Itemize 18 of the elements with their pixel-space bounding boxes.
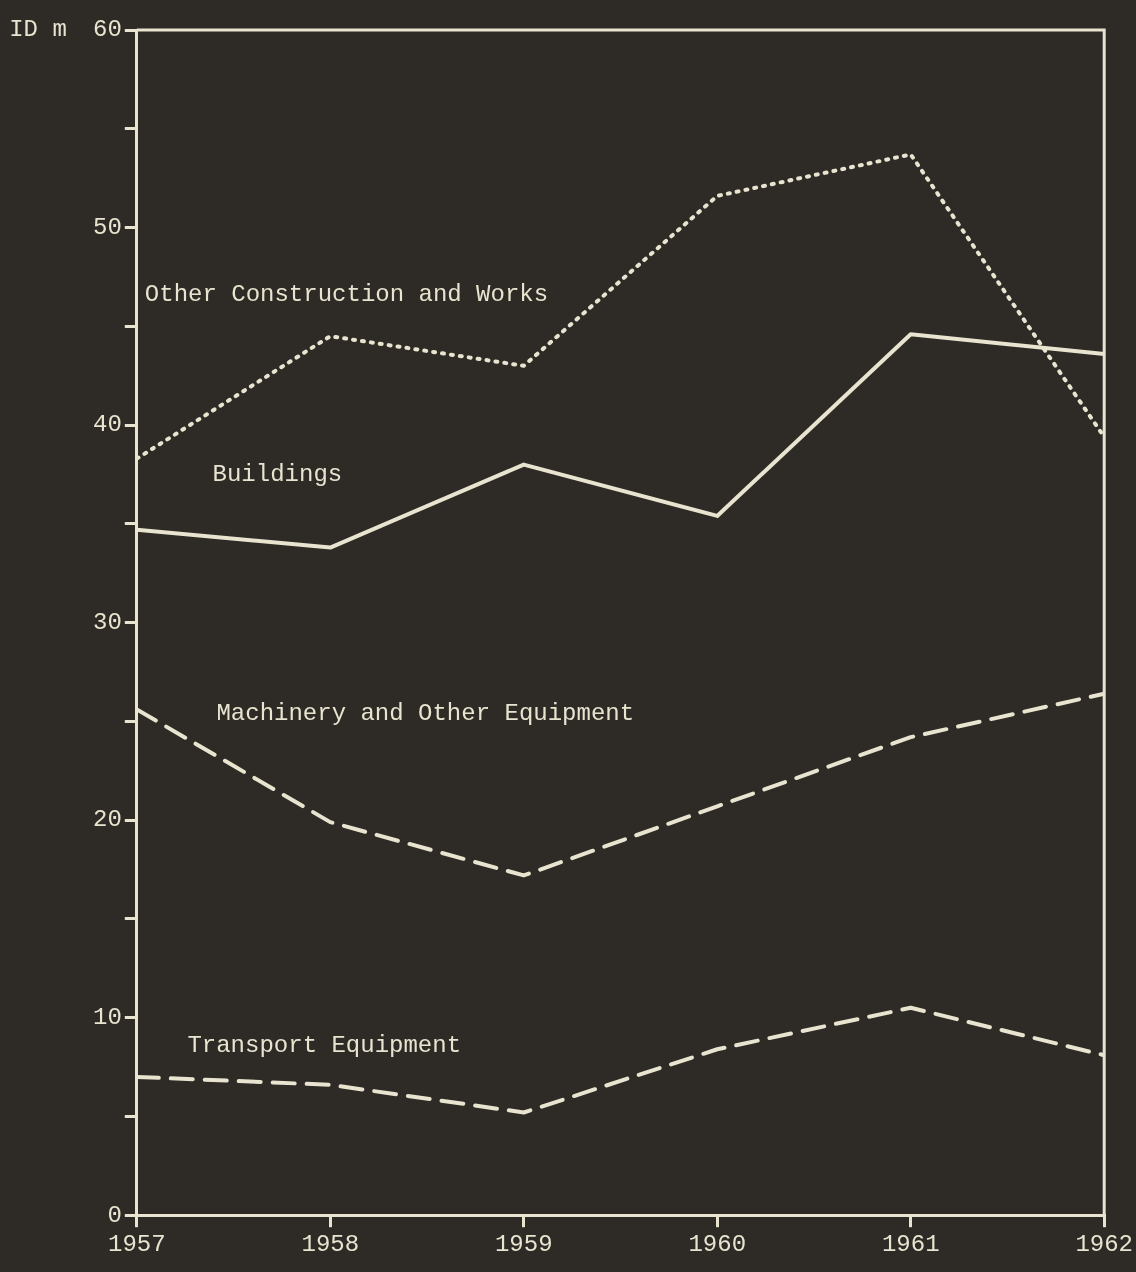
text: Buildings — [212, 460, 343, 488]
series-label: Machinery and Other Equipment — [216, 699, 635, 727]
y-tick-label: 40 — [92, 411, 122, 439]
y-axis-title: ID m — [9, 16, 67, 44]
x-tick-label: 1959 — [494, 1230, 553, 1258]
x-tick-label: 1960 — [688, 1230, 747, 1258]
y-tick-label: 10 — [92, 1004, 122, 1032]
y-tick-label: 20 — [92, 806, 122, 834]
x-tick-label: 1962 — [1075, 1230, 1133, 1258]
series-label: Transport Equipment — [187, 1031, 462, 1059]
x-tick-label: 1958 — [301, 1230, 360, 1258]
series-label: Other Construction and Works — [144, 281, 549, 309]
x-tick-label: 1957 — [108, 1230, 166, 1258]
y-tick-label: 50 — [92, 213, 122, 241]
y-tick-label: 60 — [92, 16, 122, 44]
y-tick-label: 0 — [107, 1201, 122, 1229]
x-tick-label: 1961 — [881, 1230, 940, 1258]
y-tick-label: 30 — [92, 608, 122, 636]
